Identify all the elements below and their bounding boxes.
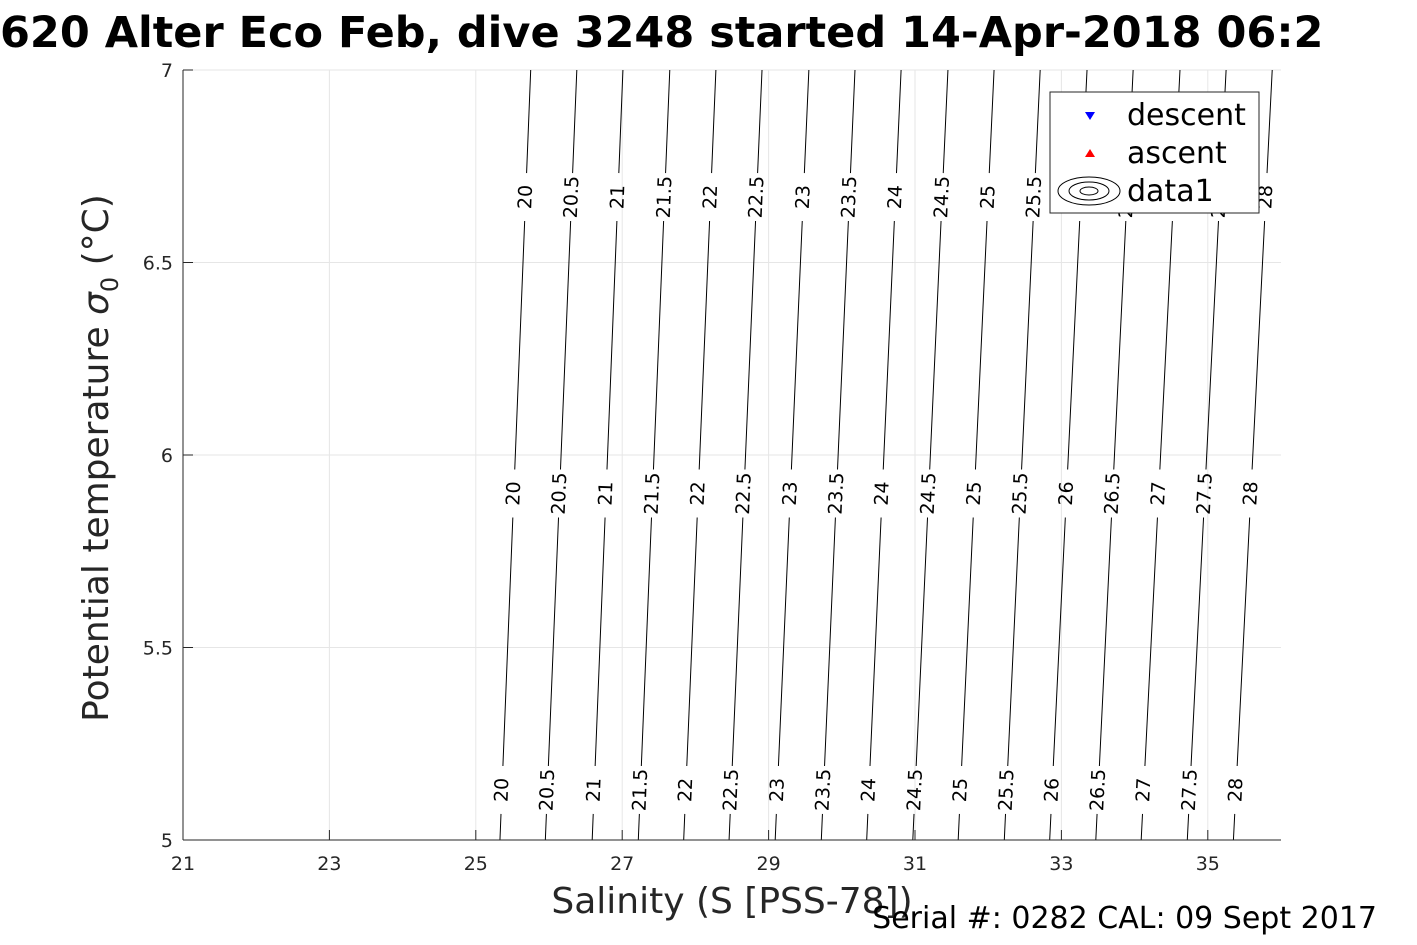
contour-label: 24 (857, 777, 880, 802)
axes (182, 69, 1281, 841)
contour-label: 27.5 (1178, 768, 1202, 811)
contour-label: 20.5 (560, 175, 584, 218)
contour-label: 20 (514, 185, 537, 210)
contour-label: 21 (606, 185, 629, 210)
contour-label: 24.5 (917, 472, 941, 515)
contour-label: 25.5 (995, 768, 1019, 811)
x-tick-label: 21 (171, 853, 195, 875)
contour-label: 28 (1254, 184, 1277, 209)
contour-label: 27 (1132, 777, 1155, 802)
contour-label: 20.5 (548, 472, 572, 515)
chart-title: 620 Alter Eco Feb, dive 3248 started 14-… (0, 8, 1323, 58)
y-axis-label-symbol: σ (76, 291, 117, 315)
contour-label: 21.5 (653, 175, 677, 218)
y-tick-label: 6.5 (143, 253, 173, 275)
y-axis-label: Potential temperature σ0 (°C) (76, 194, 124, 722)
y-tick-label: 5.5 (143, 638, 173, 660)
contour-label: 20 (490, 777, 513, 802)
contour-line (1186, 69, 1227, 841)
contour-label: 22 (674, 777, 697, 802)
contour-line (1049, 69, 1088, 841)
contour-label: 26.5 (1086, 768, 1110, 811)
contour-label: 28 (1239, 481, 1262, 506)
contour-label: 21.5 (641, 472, 665, 515)
contour-label: 20 (502, 481, 525, 506)
contour-ellipses-icon (1057, 176, 1121, 206)
grid (182, 69, 1281, 841)
contour-label: 24.5 (930, 175, 954, 218)
contour-label: 23.5 (825, 472, 849, 515)
calibration-footer: Serial #: 0282 CAL: 09 Sept 2017 (872, 901, 1377, 936)
contour-label: 25.5 (1008, 472, 1032, 515)
contour-line (957, 69, 995, 841)
contour-label: 28 (1224, 777, 1247, 802)
x-tick-label: 33 (1049, 853, 1073, 875)
contour-label: 26 (1055, 481, 1078, 506)
x-tick-label: 25 (464, 853, 488, 875)
contour-label: 26 (1041, 777, 1064, 802)
x-axis-label: Salinity (S [PSS-78]) (551, 881, 912, 922)
legend-label-descent: descent (1127, 98, 1246, 133)
contour-label: 23.5 (838, 175, 862, 218)
contour-line (820, 69, 856, 841)
contour-label: 22.5 (732, 472, 756, 515)
y-tick-label: 6 (161, 445, 173, 467)
contour-label: 25 (949, 777, 972, 802)
contour-line (544, 69, 578, 841)
x-tick-label: 23 (317, 853, 341, 875)
contour-line (774, 69, 810, 841)
contour-label: 24 (884, 184, 907, 209)
contour-label: 22.5 (719, 768, 743, 811)
legend-label-data1: data1 (1127, 174, 1214, 209)
contour-label: 25.5 (1022, 175, 1046, 218)
contour-label: 26.5 (1101, 472, 1125, 515)
x-tick-label: 27 (610, 853, 634, 875)
y-tick-labels: 5 5.5 6 6.5 7 (143, 60, 173, 852)
x-tick-label: 35 (1196, 853, 1220, 875)
contour-line (637, 69, 671, 841)
contour-line (683, 69, 717, 841)
x-tick-label: 29 (757, 853, 781, 875)
contour-label: 20.5 (536, 768, 560, 811)
contour-label: 22.5 (745, 175, 769, 218)
x-tick-label: 31 (903, 853, 927, 875)
contour-label: 22 (699, 185, 722, 210)
contour-line (591, 69, 624, 841)
contour-line (728, 69, 763, 841)
contour-lines: 20 20 20 20.5 20.5 20.5 21 21 21 21.5 21.5 21.5 22 22… (490, 69, 1277, 841)
contour-label: 21.5 (628, 768, 652, 811)
contour-label: 21 (595, 481, 618, 506)
contour-line (912, 69, 949, 841)
contour-label: 27 (1147, 481, 1170, 506)
contour-label: 23 (766, 777, 789, 802)
contour-label: 22 (687, 481, 710, 506)
contour-line (1232, 69, 1273, 841)
y-tick-label: 5 (161, 830, 173, 852)
contour-label: 25 (977, 184, 1000, 209)
descent-marker-icon (1085, 112, 1095, 120)
y-tick-label: 7 (161, 60, 173, 82)
contour-line (1140, 69, 1181, 841)
legend-label-ascent: ascent (1127, 136, 1227, 171)
y-axis-label-unit: (°C) (76, 194, 117, 277)
legend: descent ascent data1 (1049, 91, 1260, 214)
contour-label: 21 (583, 777, 606, 802)
contour-label: 27.5 (1193, 472, 1217, 515)
contour-label: 23 (779, 481, 802, 506)
y-axis-label-subscript: 0 (96, 277, 124, 292)
contour-line (1003, 69, 1041, 841)
y-axis-label-text: Potential temperature (76, 326, 117, 721)
contour-label: 24.5 (903, 768, 927, 811)
contour-line (866, 69, 902, 841)
contour-label: 25 (963, 481, 986, 506)
ascent-marker-icon (1085, 149, 1095, 157)
contour-label: 23.5 (812, 768, 836, 811)
contour-label: 23 (792, 184, 815, 209)
contour-line (499, 69, 532, 841)
x-tick-labels: 21 23 25 27 29 31 33 35 (171, 853, 1220, 875)
contour-line (1095, 69, 1134, 841)
legend-box (1049, 91, 1260, 214)
contour-label: 24 (871, 481, 894, 506)
